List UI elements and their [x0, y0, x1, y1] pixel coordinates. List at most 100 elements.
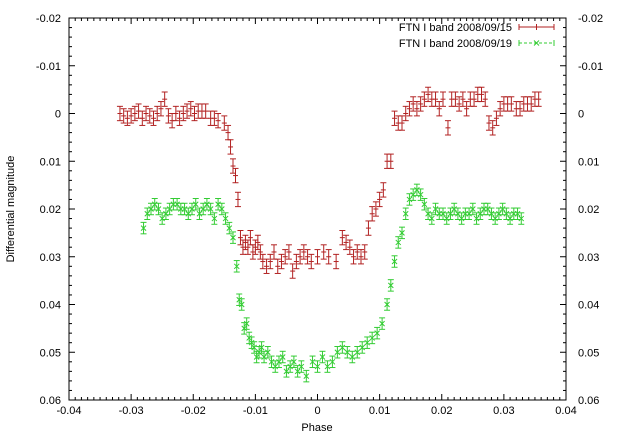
data-point	[508, 96, 515, 112]
data-point	[172, 105, 179, 122]
data-point	[535, 91, 542, 107]
x-tick-label: 0.03	[493, 405, 514, 417]
data-point	[421, 91, 428, 107]
data-point	[162, 207, 169, 221]
data-point	[458, 212, 465, 225]
marker-cross	[258, 344, 265, 351]
data-point	[451, 202, 458, 216]
marker-cross	[379, 320, 385, 327]
data-point	[189, 202, 196, 216]
marker-cross	[243, 320, 250, 327]
data-point	[319, 350, 326, 364]
marker-cross	[200, 206, 207, 212]
data-point	[493, 110, 500, 126]
y-tick-label-right: 0	[578, 109, 584, 121]
marker-cross	[440, 210, 446, 217]
y-tick-label-right: 0.06	[578, 395, 599, 407]
marker-cross	[253, 354, 260, 360]
marker-cross	[291, 358, 297, 365]
data-point	[324, 360, 331, 373]
data-point	[339, 229, 346, 246]
data-point	[222, 212, 229, 225]
data-point	[456, 96, 463, 112]
data-point	[243, 317, 250, 330]
data-point	[391, 255, 398, 268]
data-point	[120, 108, 127, 124]
series-1	[116, 86, 542, 279]
data-point	[489, 120, 496, 136]
marker-cross	[261, 354, 267, 360]
data-point	[177, 202, 184, 216]
data-point	[357, 249, 364, 265]
y-tick-label-left: -0.02	[36, 13, 61, 25]
marker-cross	[155, 206, 162, 212]
marker-cross	[196, 210, 203, 217]
data-point	[473, 212, 480, 225]
marker-cross	[473, 215, 480, 222]
data-point	[187, 101, 194, 117]
data-point	[298, 360, 305, 373]
marker-cross	[349, 354, 356, 360]
data-point	[417, 188, 424, 201]
data-point	[161, 91, 168, 107]
marker-cross	[488, 210, 495, 217]
data-point	[510, 207, 517, 221]
marker-cross	[329, 358, 336, 365]
data-point	[359, 341, 366, 354]
marker-cross	[185, 210, 192, 217]
data-point	[369, 206, 376, 222]
marker-cross	[384, 301, 390, 308]
data-point	[293, 253, 300, 270]
data-point	[391, 110, 398, 126]
x-tick-label: -0.01	[243, 405, 268, 417]
legend: FTN I band 2008/09/15 FTN I band 2008/09…	[399, 22, 555, 50]
legend-marker-cross	[533, 40, 540, 46]
data-point	[365, 220, 372, 236]
data-point	[477, 207, 484, 221]
legend-label-series-2: FTN I band 2008/09/19	[399, 38, 512, 50]
y-tick-label-left: 0.06	[40, 395, 61, 407]
data-point	[488, 207, 495, 221]
y-tick-label-right: 0.05	[578, 347, 599, 359]
data-point	[124, 110, 131, 126]
data-point	[329, 355, 336, 369]
data-point	[325, 249, 332, 265]
data-point	[283, 365, 290, 378]
data-point	[402, 105, 409, 122]
marker-cross	[189, 206, 195, 212]
marker-cross	[151, 201, 158, 208]
data-point	[202, 103, 209, 119]
data-point	[203, 197, 210, 211]
data-point	[463, 101, 470, 117]
data-point	[354, 244, 361, 260]
data-point	[507, 212, 514, 225]
data-point	[354, 346, 361, 359]
series-2	[140, 183, 525, 383]
marker-cross	[387, 282, 394, 289]
data-point	[211, 212, 218, 225]
data-point	[499, 202, 506, 216]
data-point	[492, 212, 499, 225]
y-tick-label-right: -0.02	[578, 13, 603, 25]
data-point	[436, 207, 443, 221]
marker-cross	[181, 206, 188, 212]
data-point	[349, 350, 356, 364]
data-point	[157, 101, 164, 117]
data-point	[215, 113, 222, 129]
data-point	[303, 369, 310, 383]
marker-cross	[432, 206, 439, 212]
marker-cross	[218, 206, 225, 212]
data-point	[261, 350, 268, 364]
data-point	[282, 249, 289, 265]
marker-cross	[256, 349, 262, 356]
data-point	[384, 298, 391, 311]
data-point	[395, 236, 402, 249]
marker-cross	[276, 358, 282, 365]
data-point	[150, 110, 157, 126]
data-point	[271, 244, 278, 260]
data-point	[372, 201, 379, 217]
y-tick-label-left: -0.01	[36, 61, 61, 73]
marker-cross	[395, 239, 402, 246]
data-point	[376, 191, 383, 208]
